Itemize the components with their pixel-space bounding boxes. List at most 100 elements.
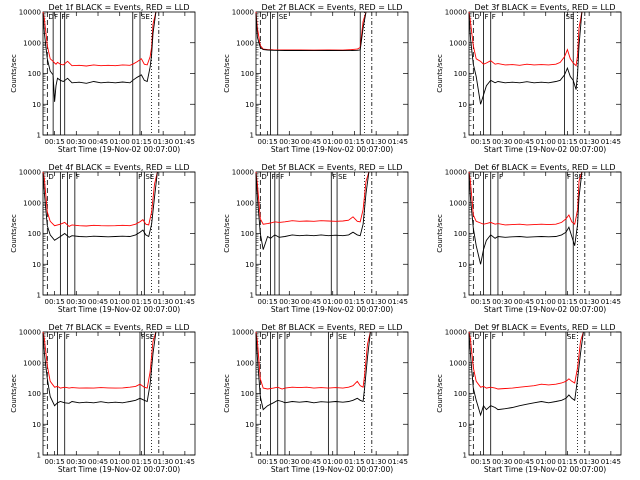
x-axis-title: Start Time (19-Nov-02 00:07:00)	[484, 145, 606, 154]
flag-label: SE	[145, 333, 154, 341]
x-tick-label: 01:15	[557, 458, 577, 466]
x-tick-label: 01:00	[536, 138, 556, 146]
y-tick-label: 10	[245, 261, 254, 269]
flag-label: F	[332, 173, 336, 181]
flag-label: D	[474, 173, 479, 181]
y-tick-label: 10000	[232, 329, 254, 337]
series-line-lld	[255, 171, 370, 225]
plot-frame	[468, 331, 622, 456]
y-tick-label: 100	[28, 70, 41, 78]
series-line-lld	[42, 331, 157, 389]
flag-label: F	[484, 333, 488, 341]
y-tick-label: 10	[32, 421, 41, 429]
y-tick-label: 10000	[445, 169, 467, 177]
y-tick-label: 1	[37, 132, 41, 140]
x-tick-label: 00:45	[514, 458, 534, 466]
x-tick-label: 01:45	[175, 298, 195, 306]
x-axis-title: Start Time (19-Nov-02 00:07:00)	[271, 305, 393, 314]
y-tick-label: 1	[250, 452, 254, 460]
flag-label: D	[48, 173, 53, 181]
flag-label: F	[271, 13, 275, 21]
x-tick-label: 00:45	[301, 138, 321, 146]
flag-label: F	[279, 333, 283, 341]
y-axis-title: Counts/sec	[223, 54, 231, 93]
flag-label: D	[474, 13, 479, 21]
y-tick-label: 10000	[445, 9, 467, 17]
x-tick-label: 01:30	[366, 458, 386, 466]
y-tick-label: 1	[250, 132, 254, 140]
y-tick-label: 100	[241, 390, 254, 398]
y-axis-title: Counts/sec	[436, 54, 444, 93]
x-tick-label: 01:45	[388, 458, 408, 466]
x-tick-label: 00:45	[301, 298, 321, 306]
y-tick-label: 1000	[23, 359, 41, 367]
x-tick-label: 00:15	[470, 298, 490, 306]
flag-label: F	[271, 173, 275, 181]
panel-title: Det 3f BLACK = Events, RED = LLD	[474, 3, 615, 12]
plot-frame	[42, 171, 196, 296]
flag-label: D	[261, 333, 266, 341]
x-tick-label: 01:00	[110, 458, 130, 466]
flag-label: F	[54, 13, 58, 21]
x-tick-label: 01:00	[323, 458, 343, 466]
plot-frame	[255, 331, 409, 456]
x-axis-title: Start Time (19-Nov-02 00:07:00)	[58, 465, 180, 474]
x-tick-label: 00:15	[44, 458, 64, 466]
y-tick-label: 10000	[232, 9, 254, 17]
panel-title: Det 6f BLACK = Events, RED = LLD	[474, 163, 615, 172]
panel-title: Det 1f BLACK = Events, RED = LLD	[48, 3, 189, 12]
y-tick-label: 100	[454, 390, 467, 398]
flag-label: F	[492, 333, 496, 341]
y-tick-label: 10	[32, 261, 41, 269]
x-tick-label: 00:30	[66, 138, 86, 146]
flag-label: F	[276, 173, 280, 181]
y-tick-label: 100	[28, 230, 41, 238]
flag-label: F	[329, 333, 333, 341]
y-tick-label: 1000	[236, 199, 254, 207]
x-tick-label: 00:30	[492, 458, 512, 466]
x-tick-label: 01:15	[131, 138, 151, 146]
y-tick-label: 10000	[232, 169, 254, 177]
y-tick-label: 100	[454, 70, 467, 78]
flag-label: D	[261, 13, 266, 21]
x-tick-label: 01:15	[557, 298, 577, 306]
x-tick-label: 01:00	[536, 458, 556, 466]
x-tick-label: 00:30	[492, 138, 512, 146]
y-tick-label: 1000	[449, 39, 467, 47]
plot-frame	[468, 171, 622, 296]
x-tick-label: 01:15	[557, 138, 577, 146]
flag-label: F	[141, 333, 145, 341]
flag-label: F	[58, 333, 62, 341]
x-tick-label: 01:30	[366, 138, 386, 146]
panel-title: Det 5f BLACK = Events, RED = LLD	[261, 163, 402, 172]
flag-label: F	[484, 13, 488, 21]
y-axis-title: Counts/sec	[10, 54, 18, 93]
series-line-events	[468, 171, 583, 265]
x-tick-label: 01:15	[344, 298, 364, 306]
y-tick-label: 10	[245, 421, 254, 429]
x-tick-label: 00:15	[470, 138, 490, 146]
x-tick-label: 01:30	[153, 298, 173, 306]
plot-frame	[42, 11, 196, 136]
x-tick-label: 00:45	[301, 458, 321, 466]
y-tick-label: 1000	[449, 359, 467, 367]
y-tick-label: 1000	[23, 199, 41, 207]
flag-label: F	[61, 13, 65, 21]
series-line-lld	[468, 171, 583, 226]
y-tick-label: 10	[32, 101, 41, 109]
y-tick-label: 10	[458, 421, 467, 429]
y-tick-label: 1	[37, 452, 41, 460]
series-line-events	[42, 11, 157, 102]
y-tick-label: 1000	[236, 359, 254, 367]
x-tick-label: 01:45	[388, 298, 408, 306]
flag-label: SE	[574, 173, 583, 181]
flag-label: SE	[566, 13, 575, 21]
flag-label: F	[134, 13, 138, 21]
y-tick-label: 1	[463, 452, 467, 460]
x-tick-label: 00:15	[470, 458, 490, 466]
